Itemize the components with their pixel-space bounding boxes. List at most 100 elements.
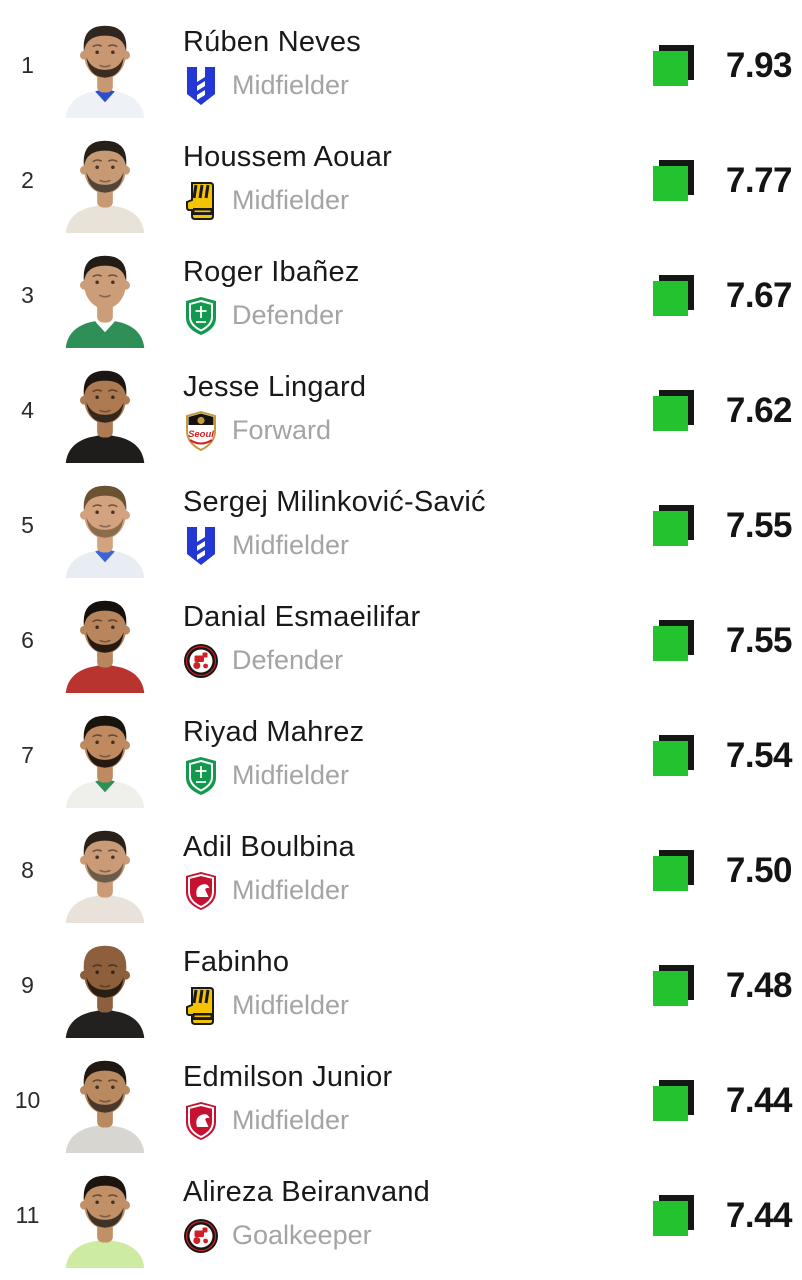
player-rating: 7.54: [653, 735, 793, 776]
player-rating: 7.93: [653, 45, 793, 86]
player-row[interactable]: 2 Houssem Aouar Midfielder 7.77: [0, 123, 793, 238]
rating-value: 7.67: [725, 275, 793, 315]
player-row[interactable]: 4 Jesse Lingard Forward 7.62: [0, 353, 793, 468]
rank-number: 1: [21, 52, 34, 78]
player-avatar: [55, 819, 155, 923]
player-avatar: [55, 359, 155, 463]
rating-value: 7.50: [725, 850, 793, 890]
rating-square-icon: [653, 850, 694, 891]
player-row[interactable]: 8 Adil Boulbina Midfielder 7.50: [0, 813, 793, 928]
tractor-badge-icon: [183, 641, 219, 681]
player-avatar: [55, 14, 155, 118]
al-ahli-badge-icon: [183, 755, 219, 796]
player-name: Houssem Aouar: [183, 140, 392, 173]
player-position: Midfielder: [232, 530, 350, 560]
player-name: Riyad Mahrez: [183, 715, 365, 748]
player-rating: 7.62: [653, 390, 793, 431]
player-row[interactable]: 1 Rúben Neves Midfielder 7.93: [0, 8, 793, 123]
rank-number: 6: [21, 627, 34, 653]
player-row[interactable]: 7 Riyad Mahrez Midfielder 7.54: [0, 698, 793, 813]
player-name: Fabinho: [183, 945, 290, 978]
player-rating: 7.67: [653, 275, 793, 316]
rating-value: 7.93: [725, 45, 793, 85]
player-rating: 7.44: [653, 1195, 793, 1236]
rating-value: 7.55: [725, 505, 793, 545]
al-duhail-badge-icon: [183, 870, 219, 911]
player-name: Danial Esmaeilifar: [183, 600, 421, 633]
player-rating: 7.77: [653, 160, 793, 201]
rating-square-icon: [653, 620, 694, 661]
player-avatar: [55, 704, 155, 808]
rating-square-icon: [653, 965, 694, 1006]
player-row[interactable]: 9 Fabinho Midfielder 7.48: [0, 928, 793, 1043]
player-name: Roger Ibañez: [183, 255, 360, 288]
al-hilal-badge-icon: [183, 526, 219, 566]
player-row[interactable]: 6 Danial Esmaeilifar Defender 7.55: [0, 583, 793, 698]
player-row[interactable]: 3 Roger Ibañez Defender 7.67: [0, 238, 793, 353]
player-rating: 7.50: [653, 850, 793, 891]
rating-square-icon: [653, 1195, 694, 1236]
rank-number: 3: [21, 282, 34, 308]
rating-value: 7.54: [725, 735, 793, 775]
player-avatar: [55, 934, 155, 1038]
player-name: Alireza Beiranvand: [183, 1175, 431, 1208]
player-row[interactable]: 5 Sergej Milinković-Savić Midfielder 7.5…: [0, 468, 793, 583]
rating-square-icon: [653, 45, 694, 86]
rating-square-icon: [653, 390, 694, 431]
rating-square-icon: [653, 1080, 694, 1121]
player-avatar: [55, 1049, 155, 1153]
player-position: Forward: [232, 415, 332, 445]
rating-value: 7.62: [725, 390, 793, 430]
player-avatar: [55, 474, 155, 578]
player-name: Adil Boulbina: [183, 830, 355, 863]
rating-value: 7.55: [725, 620, 793, 660]
rating-square-icon: [653, 505, 694, 546]
rank-number: 9: [21, 972, 34, 998]
player-position: Midfielder: [232, 760, 350, 790]
player-rating: 7.55: [653, 620, 793, 661]
fc-seoul-badge-icon: [183, 410, 219, 451]
player-avatar: [55, 1164, 155, 1268]
player-position: Goalkeeper: [232, 1220, 372, 1250]
player-position: Midfielder: [232, 70, 350, 100]
rank-number: 5: [21, 512, 34, 538]
al-ittihad-badge-icon: [183, 181, 219, 221]
rank-number: 2: [21, 167, 34, 193]
rating-square-icon: [653, 160, 694, 201]
player-name: Rúben Neves: [183, 25, 361, 58]
player-avatar: [55, 244, 155, 348]
rating-square-icon: [653, 275, 694, 316]
player-name: Edmilson Junior: [183, 1060, 393, 1093]
player-position: Midfielder: [232, 185, 350, 215]
rank-number: 7: [21, 742, 34, 768]
al-ahli-badge-icon: [183, 295, 219, 336]
player-position: Midfielder: [232, 875, 350, 905]
rank-number: 8: [21, 857, 34, 883]
tractor-badge-icon: [183, 1216, 219, 1256]
rating-value: 7.44: [725, 1195, 793, 1235]
player-avatar: [55, 129, 155, 233]
rank-number: 10: [14, 1087, 41, 1113]
player-row[interactable]: 10 Edmilson Junior Midfielder 7.44: [0, 1043, 793, 1158]
player-row[interactable]: 11 Alireza Beiranvand Goalkeeper 7.44: [0, 1158, 793, 1273]
rating-value: 7.48: [725, 965, 793, 1005]
rank-number: 4: [21, 397, 34, 423]
rating-value: 7.77: [725, 160, 793, 200]
player-position: Midfielder: [232, 990, 350, 1020]
rating-square-icon: [653, 735, 694, 776]
al-hilal-badge-icon: [183, 66, 219, 106]
al-ittihad-badge-icon: [183, 986, 219, 1026]
player-avatar: [55, 589, 155, 693]
rating-value: 7.44: [725, 1080, 793, 1120]
player-name: Jesse Lingard: [183, 370, 367, 403]
rank-number: 11: [15, 1202, 40, 1228]
player-position: Midfielder: [232, 1105, 350, 1135]
player-rating: 7.55: [653, 505, 793, 546]
player-rating: 7.44: [653, 1080, 793, 1121]
player-position: Defender: [232, 645, 344, 675]
player-position: Defender: [232, 300, 344, 330]
player-name: Sergej Milinković-Savić: [183, 485, 486, 518]
al-duhail-badge-icon: [183, 1100, 219, 1141]
